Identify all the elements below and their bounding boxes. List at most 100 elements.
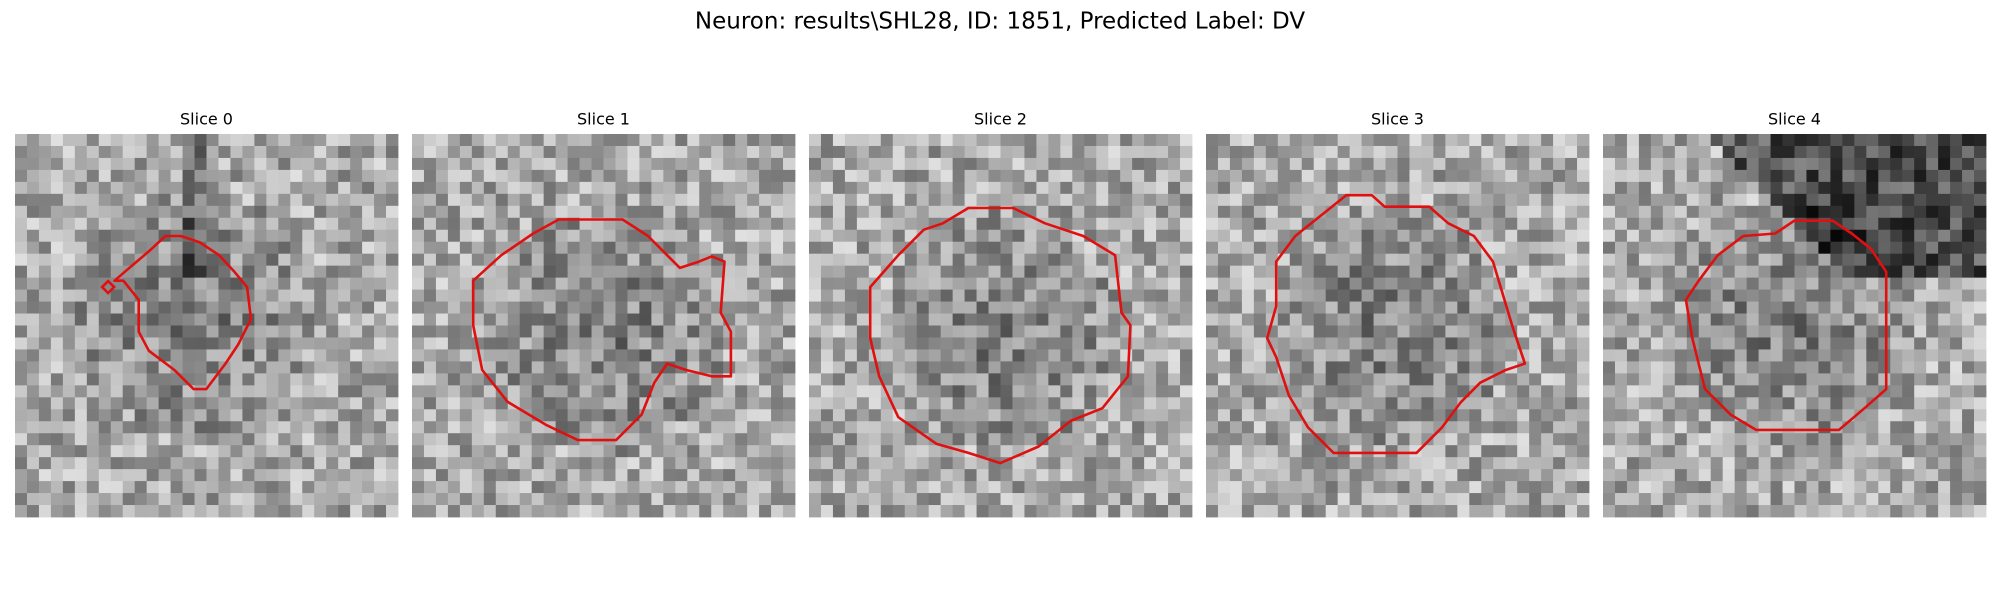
pixel [471,433,485,446]
pixel [627,469,640,482]
pixel [1614,217,1628,231]
pixel [1108,313,1121,326]
pixel [1710,337,1724,350]
pixel [651,469,664,482]
pixel [1361,445,1374,458]
pixel [603,193,616,207]
pixel [471,469,485,482]
pixel [675,193,688,207]
pixel [615,289,628,302]
pixel [1024,397,1037,410]
pixel [844,134,858,147]
pixel [663,457,676,470]
pixel [1397,289,1410,302]
pixel [50,181,64,195]
pixel [1565,421,1578,434]
pixel [1265,145,1279,159]
pixel [1962,145,1975,159]
pixel [1096,409,1109,422]
pixel [1108,445,1121,458]
pixel [531,157,545,171]
pixel [1313,325,1327,338]
pixel [1710,289,1724,302]
pixel [182,145,195,159]
pixel [1626,241,1640,255]
pixel [976,157,989,171]
pixel [1842,145,1855,159]
pixel [1505,205,1518,219]
pixel [362,217,375,231]
pixel [1180,505,1193,518]
pixel [880,265,894,279]
pixel [723,445,736,458]
pixel [1974,445,1987,458]
pixel [302,134,315,147]
pixel [1854,157,1867,171]
pixel [1866,205,1879,219]
pixel [1938,313,1951,326]
pixel [1866,421,1879,434]
pixel [1096,337,1109,350]
pixel [206,505,219,518]
pixel [1974,205,1987,219]
pixel [723,217,736,231]
pixel [1373,217,1386,231]
pixel [447,397,461,410]
pixel [194,445,207,458]
pixel [1469,241,1482,255]
pixel [615,349,628,362]
pixel [1373,301,1386,314]
pixel [1758,457,1771,470]
pixel [940,457,954,470]
pixel [1662,217,1676,231]
pixel [1782,277,1795,290]
pixel [1072,217,1085,231]
pixel [663,265,676,279]
pixel [459,349,473,362]
pixel [1782,349,1795,362]
pixel [1890,289,1903,302]
pixel [1626,169,1640,183]
pixel [1830,205,1843,219]
pixel [362,313,375,326]
pixel [1397,205,1410,219]
pixel [1505,481,1518,494]
pixel [122,217,136,231]
pixel [964,193,977,207]
pixel [1217,325,1231,338]
pixel [759,181,772,195]
pixel [1565,145,1578,159]
pixel [976,481,989,494]
pixel [447,229,461,243]
pixel [1241,229,1255,243]
pixel [1746,145,1759,159]
pixel [1830,145,1843,159]
pixel [1962,373,1975,386]
pixel [26,277,40,290]
pixel [98,313,112,326]
pixel [880,181,894,195]
pixel [1818,337,1831,350]
pixel [747,469,760,482]
pixel [1301,349,1315,362]
pixel [711,481,724,494]
pixel [1277,325,1291,338]
pixel [1854,169,1867,183]
pixel [820,205,834,219]
pixel [1265,421,1279,434]
pixel [1120,433,1133,446]
pixel [314,505,327,518]
pixel [591,409,604,422]
pixel [591,421,604,434]
pixel [904,469,918,482]
pixel [723,134,736,147]
pixel [1698,445,1712,458]
pixel [459,265,473,279]
pixel [170,385,183,398]
pixel [1734,385,1748,398]
pixel [110,325,124,338]
pixel [326,169,339,183]
pixel [832,349,846,362]
pixel [350,157,363,171]
pixel [38,385,52,398]
